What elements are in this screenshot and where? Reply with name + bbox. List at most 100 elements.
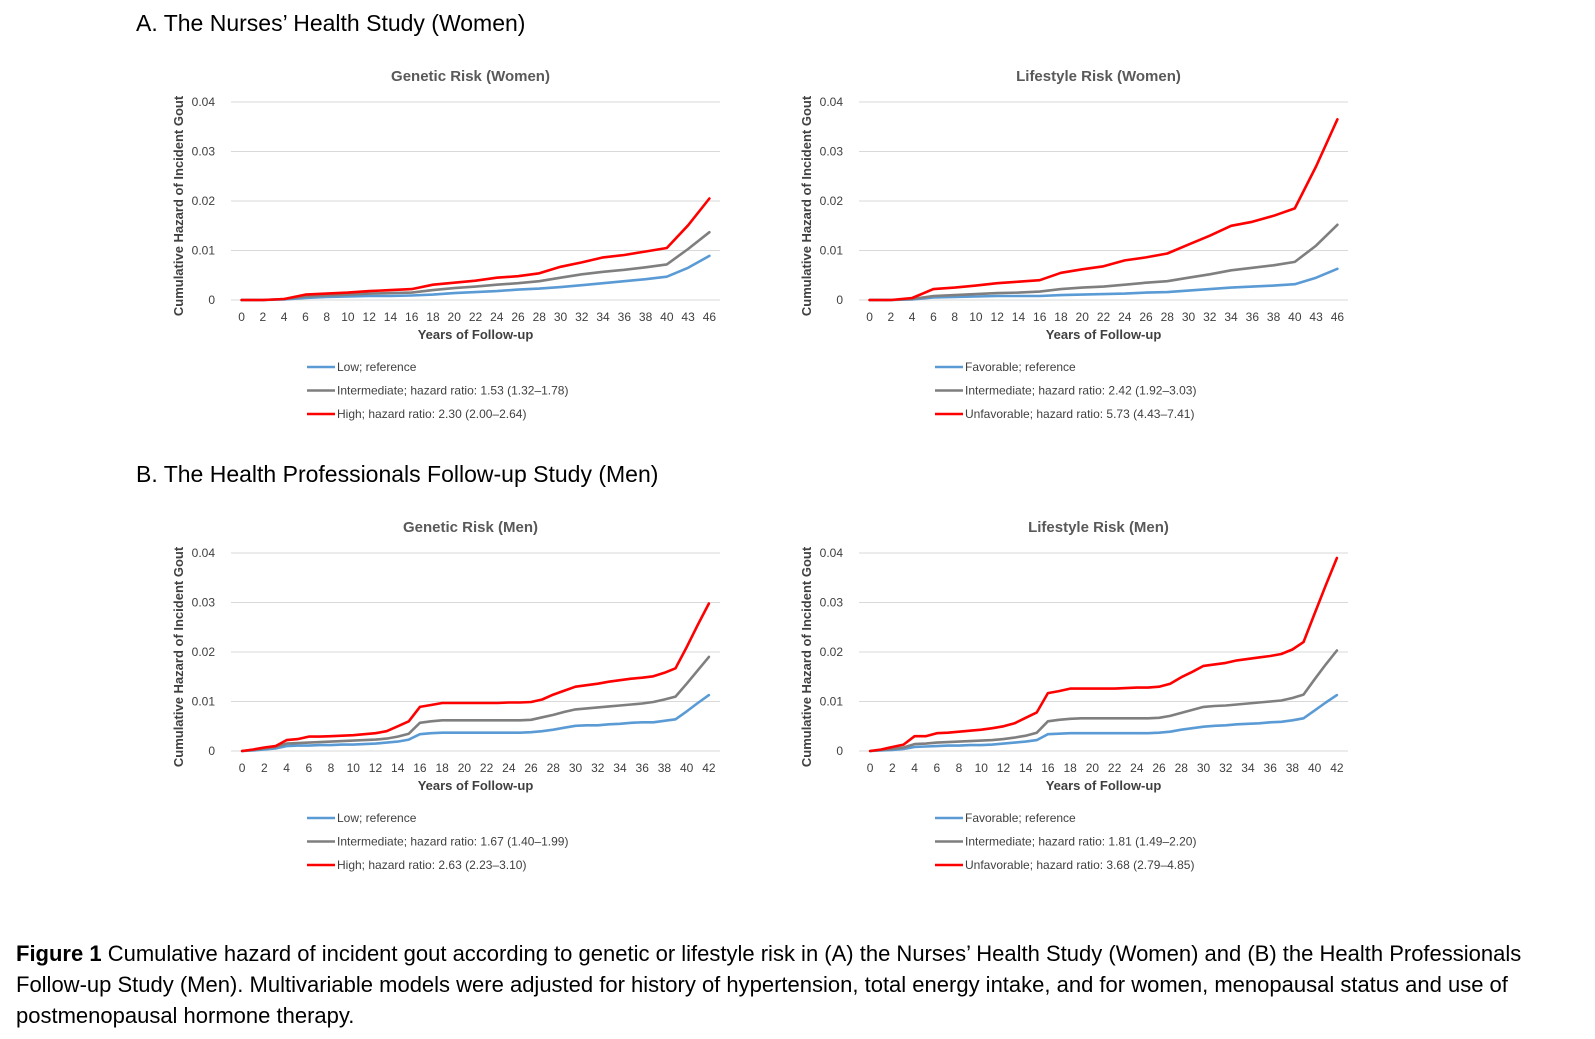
x-tick-label: 28: [533, 310, 547, 324]
x-tick-label: 16: [413, 761, 427, 775]
x-tick-label: 16: [405, 310, 419, 324]
x-tick-label: 10: [969, 310, 983, 324]
y-tick-label: 0.02: [820, 194, 844, 208]
x-tick-label: 36: [618, 310, 632, 324]
chart-title: Genetic Risk (Women): [391, 68, 550, 85]
chart-lifestyle-risk-women: Lifestyle Risk (Women) 0 0.01 0.02 0.03 0.04 0…: [793, 58, 1553, 443]
series-line-2: [240, 655, 711, 753]
x-axis-label: Years of Follow-up: [1046, 778, 1162, 793]
legend-entry: High; hazard ratio: 2.30 (2.00–2.64): [337, 407, 526, 421]
x-tick-label: 2: [260, 310, 267, 324]
x-tick-label: 10: [347, 761, 361, 775]
legend-entry: Unfavorable; hazard ratio: 5.73 (4.43–7.…: [965, 407, 1194, 421]
x-tick-label: 40: [680, 761, 694, 775]
legend-entry: Low; reference: [337, 811, 417, 825]
x-tick-label: 10: [341, 310, 355, 324]
y-tick-label: 0.01: [820, 244, 844, 258]
chart-svg: Lifestyle Risk (Men)00.010.020.030.040 2 4…: [799, 519, 1348, 872]
y-tick-label: 0.02: [192, 194, 216, 208]
x-tick-label: 22: [1108, 761, 1122, 775]
x-tick-label: 10: [975, 761, 989, 775]
y-tick-label: 0: [836, 293, 843, 307]
y-tick-label: 0.02: [192, 645, 216, 659]
x-tick-label: 0: [238, 310, 245, 324]
x-tick-label: 22: [469, 310, 483, 324]
y-axis-label: Cumulative Hazard of Incident Gout: [799, 95, 814, 316]
x-tick-label: 32: [591, 761, 605, 775]
x-tick-label: 22: [480, 761, 494, 775]
x-tick-label: 36: [636, 761, 650, 775]
x-tick-label: 12: [991, 310, 1005, 324]
x-tick-label: 18: [426, 310, 440, 324]
x-tick-label: 12: [369, 761, 383, 775]
x-tick-label: 12: [997, 761, 1011, 775]
x-tick-label: 38: [658, 761, 672, 775]
x-tick-label: 40: [1308, 761, 1322, 775]
x-tick-label: 20: [448, 310, 462, 324]
x-tick-label: 4: [909, 310, 916, 324]
x-tick-label: 42: [1330, 761, 1344, 775]
y-tick-label: 0.01: [192, 695, 216, 709]
x-tick-label: 24: [490, 310, 504, 324]
chart-title: Genetic Risk (Men): [403, 519, 538, 536]
legend-entry: Intermediate; hazard ratio: 1.53 (1.32–1…: [337, 384, 568, 398]
x-tick-label: 16: [1033, 310, 1047, 324]
x-tick-label: 43: [681, 310, 695, 324]
x-tick-label: 2: [888, 310, 895, 324]
x-tick-label: 34: [596, 310, 610, 324]
x-tick-label: 34: [613, 761, 627, 775]
y-tick-label: 0.03: [820, 596, 844, 610]
y-tick-label: 0: [836, 744, 843, 758]
x-tick-label: 20: [458, 761, 472, 775]
legend-entry: Intermediate; hazard ratio: 1.81 (1.49–2…: [965, 835, 1196, 849]
x-tick-label: 26: [1139, 310, 1153, 324]
y-tick-label: 0: [208, 744, 215, 758]
figure-caption: Figure 1 Cumulative hazard of incident g…: [16, 938, 1586, 1031]
x-tick-label: 18: [435, 761, 449, 775]
y-tick-label: 0.03: [192, 596, 216, 610]
chart-svg: Genetic Risk (Men)00.010.020.030.040 2 4 6 8…: [171, 519, 720, 872]
chart-svg: Lifestyle Risk (Women) 0 0.01 0.02 0.03 0.04 0…: [799, 68, 1348, 421]
x-tick-label: 24: [1130, 761, 1144, 775]
x-tick-label: 14: [384, 310, 398, 324]
x-tick-label: 32: [1219, 761, 1233, 775]
series-line-3: [240, 602, 711, 753]
x-tick-label: 36: [1264, 761, 1278, 775]
caption-text: Cumulative hazard of incident gout accor…: [16, 941, 1522, 1028]
series-line-2: [868, 223, 1339, 302]
x-tick-label: 24: [1118, 310, 1132, 324]
x-tick-label: 32: [575, 310, 589, 324]
chart-genetic-risk-men: Genetic Risk (Men) 0 0.01 0.02 0.03 0.04 0 2 4 6 8…: [165, 509, 925, 894]
x-tick-label: 32: [1203, 310, 1217, 324]
chart-genetic-risk-women: Genetic Risk (Women) 0 0.01 0.02 0.03 0.04 0 2 4…: [165, 58, 925, 443]
legend-entry: Favorable; reference: [965, 811, 1076, 825]
series-line-2: [868, 649, 1339, 753]
x-tick-label: 20: [1086, 761, 1100, 775]
x-tick-label: 6: [933, 761, 940, 775]
legend-entry: Unfavorable; hazard ratio: 3.68 (2.79–4.…: [965, 858, 1194, 872]
x-tick-label: 4: [283, 761, 290, 775]
x-tick-label: 46: [703, 310, 717, 324]
x-tick-label: 38: [1267, 310, 1281, 324]
x-tick-label: 6: [930, 310, 937, 324]
y-axis-label: Cumulative Hazard of Incident Gout: [799, 546, 814, 767]
y-tick-label: 0: [208, 293, 215, 307]
x-axis-label: Years of Follow-up: [1046, 327, 1162, 342]
x-tick-label: 46: [1331, 310, 1345, 324]
series-line-2: [240, 230, 711, 302]
x-tick-label: 0: [867, 761, 874, 775]
y-axis-label: Cumulative Hazard of Incident Gout: [171, 546, 186, 767]
x-tick-label: 24: [502, 761, 516, 775]
series-line-3: [868, 556, 1339, 753]
y-tick-label: 0.04: [192, 546, 216, 560]
y-tick-label: 0.04: [820, 95, 844, 109]
x-tick-label: 30: [1197, 761, 1211, 775]
x-tick-label: 30: [554, 310, 568, 324]
x-tick-label: 6: [305, 761, 312, 775]
x-tick-label: 30: [1182, 310, 1196, 324]
x-tick-label: 26: [524, 761, 538, 775]
x-axis-label: Years of Follow-up: [418, 778, 534, 793]
x-tick-label: 8: [328, 761, 335, 775]
y-axis-label: Cumulative Hazard of Incident Gout: [171, 95, 186, 316]
x-tick-label: 8: [956, 761, 963, 775]
